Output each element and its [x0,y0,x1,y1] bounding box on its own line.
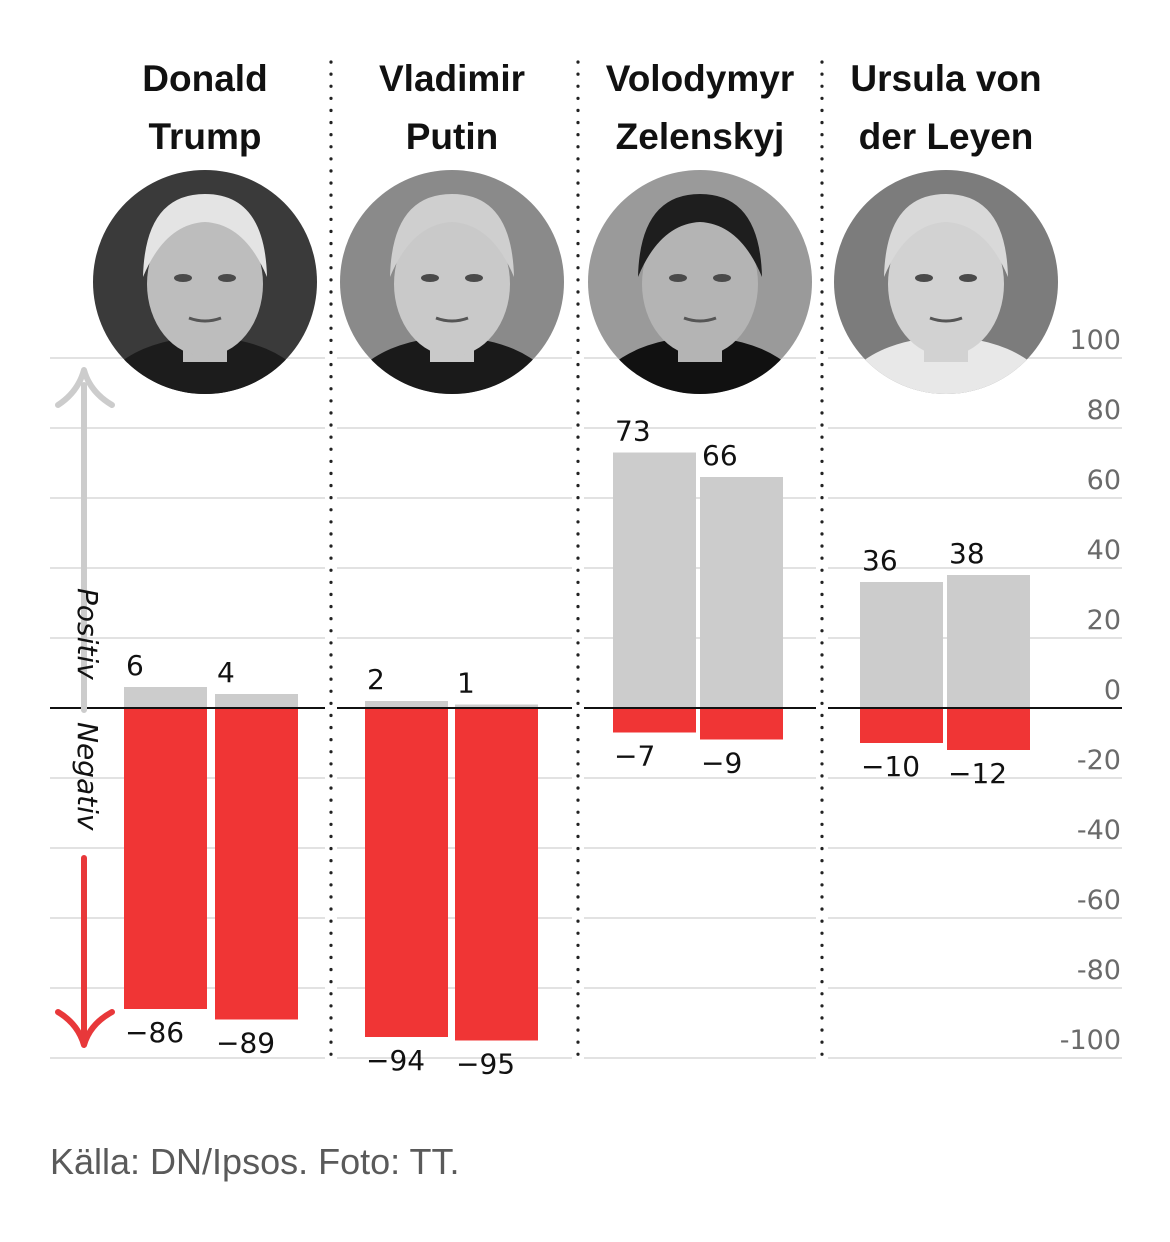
bar-positive [215,694,298,708]
up-arrow-icon [55,367,115,713]
value-label-negative: −7 [614,740,655,773]
value-label-positive: 66 [702,439,738,472]
negative-direction-indicator: Negativ [55,722,115,1048]
portrait-ursula-von-der-leyen [834,170,1058,394]
person-name-line: Zelenskyj [616,116,785,157]
portrait-vladimir-putin [340,170,564,394]
bar-positive [860,582,943,708]
value-label-positive: 6 [126,649,144,682]
y-tick-label: -20 [1077,745,1121,776]
person-name-line: Putin [406,116,498,157]
y-axis-ticks: 100 80 60 40 20 0 -20 -40 -60 -80 -100 [1060,325,1121,1056]
bars [124,452,1030,1041]
positive-label: Positiv [71,588,104,680]
person-name-line: Volodymyr [606,58,794,99]
bar-negative [613,708,696,733]
down-arrow-icon [55,855,115,1048]
bar-negative [124,708,207,1009]
value-label-positive: 38 [949,537,985,570]
person-name-line: Donald [142,58,267,99]
person-name-line: Trump [148,116,261,157]
y-tick-label: 100 [1069,325,1121,356]
bar-negative [860,708,943,743]
person-name-line: Ursula von [850,58,1041,99]
negative-label: Negativ [71,722,104,831]
value-label-negative: −94 [366,1044,425,1077]
value-label-positive: 1 [457,667,475,700]
positive-direction-indicator: Positiv [55,367,115,713]
bar-positive [613,452,696,708]
y-tick-label: 80 [1087,395,1121,426]
bar-negative [947,708,1030,750]
y-tick-label: -60 [1077,885,1121,916]
bar-positive [947,575,1030,708]
value-labels: 6 −86 4 −89 2 −94 1 −95 73 −7 66 −9 36 −10 38 −12 [125,415,1007,1081]
bar-positive [365,701,448,708]
value-label-negative: −86 [125,1016,184,1049]
bar-negative [700,708,783,740]
y-tick-label: 40 [1087,535,1121,566]
person-name-line: Vladimir [379,58,525,99]
bar-positive [455,704,538,708]
bar-negative [365,708,448,1037]
bar-positive [700,477,783,708]
value-label-positive: 36 [862,544,898,577]
bar-positive [124,687,207,708]
value-label-negative: −9 [701,747,742,780]
y-tick-label: 20 [1087,605,1121,636]
portrait-volodymyr-zelenskyj [588,170,812,394]
person-name-line: der Leyen [859,116,1034,157]
y-tick-label: 60 [1087,465,1121,496]
portrait-donald-trump [93,170,317,394]
value-label-negative: −89 [216,1027,275,1060]
y-tick-label: -80 [1077,955,1121,986]
y-tick-label: 0 [1104,675,1121,706]
source-credit: Källa: DN/Ipsos. Foto: TT. [50,1141,459,1182]
value-label-negative: −95 [456,1048,515,1081]
value-label-negative: −10 [861,750,920,783]
value-label-positive: 2 [367,663,385,696]
y-tick-label: -40 [1077,815,1121,846]
value-label-positive: 4 [217,656,235,689]
person-names: Donald Trump Vladimir Putin Volodymyr Zelensk… [142,58,1041,157]
value-label-negative: −12 [948,757,1007,790]
value-label-positive: 73 [615,415,651,448]
bar-negative [215,708,298,1020]
y-tick-label: -100 [1060,1025,1121,1056]
bar-negative [455,708,538,1041]
portraits [93,170,1058,394]
